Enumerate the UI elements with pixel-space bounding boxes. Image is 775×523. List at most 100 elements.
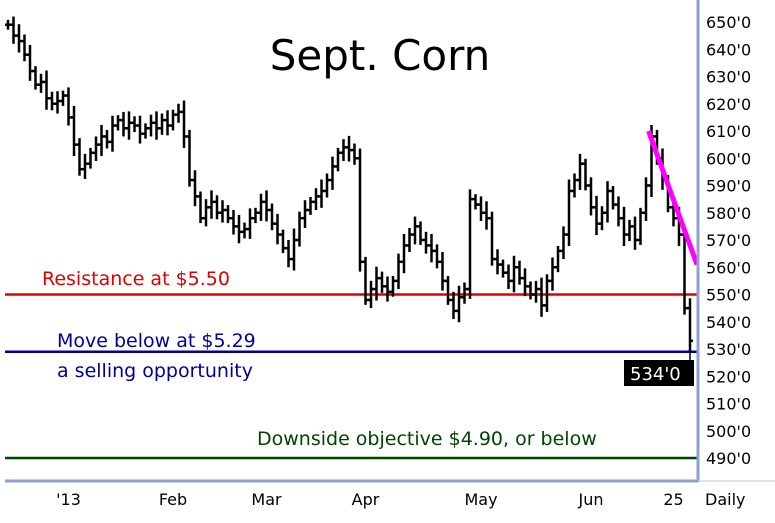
price-bar [159, 113, 165, 135]
price-bar [500, 259, 506, 278]
y-tick-label: 620'0 [706, 95, 751, 114]
price-bar [610, 186, 616, 210]
price-bar [43, 70, 50, 110]
price-bar [324, 173, 330, 198]
price-bar [637, 207, 644, 245]
last-price-box: 534'0 [624, 338, 694, 386]
price-bar [417, 221, 424, 245]
y-tick-label: 490'0 [706, 449, 751, 468]
price-bar [219, 200, 226, 223]
y-tick-label: 640'0 [706, 40, 751, 59]
price-bar [32, 66, 39, 90]
price-bar [131, 116, 138, 133]
price-bar [588, 177, 594, 216]
price-bar [109, 115, 116, 152]
price-bar [582, 158, 589, 191]
price-bar [566, 179, 572, 246]
trend-line [646, 130, 700, 266]
price-bar [153, 111, 160, 140]
price-bar [137, 115, 143, 144]
price-bar [21, 34, 28, 62]
price-bar [65, 87, 72, 126]
y-tick-label: 520'0 [706, 367, 751, 386]
price-bar [54, 91, 61, 114]
price-bar [599, 206, 605, 231]
price-bar [406, 228, 413, 252]
price-bar [120, 111, 127, 137]
y-tick-label: 500'0 [706, 422, 751, 441]
price-bar [142, 123, 149, 139]
price-bar [280, 229, 286, 254]
price-bar [71, 105, 77, 157]
y-tick-label: 610'0 [706, 122, 751, 141]
price-bar [626, 219, 633, 242]
price-bar [98, 125, 105, 157]
price-bar [269, 203, 275, 231]
price-bar [247, 208, 253, 239]
price-bar [549, 257, 556, 291]
price-bar [412, 216, 418, 245]
x-tick-label: May [464, 490, 497, 509]
price-bar [467, 189, 473, 299]
x-tick-label: '13 [56, 490, 81, 509]
price-bar [450, 291, 457, 320]
price-bar [60, 90, 66, 106]
price-bar [445, 275, 451, 305]
price-bar [164, 110, 171, 136]
price-bar [643, 177, 649, 221]
price-bar [615, 196, 622, 227]
price-bar [621, 206, 627, 246]
price-bar [577, 153, 583, 190]
price-bar [538, 277, 545, 317]
price-bar [10, 16, 17, 44]
y-tick-label: 600'0 [706, 149, 751, 168]
y-tick-label: 580'0 [706, 204, 751, 223]
price-bar [148, 114, 154, 137]
y-tick-label: 590'0 [706, 177, 751, 196]
price-bar [5, 19, 11, 30]
price-bar [522, 268, 528, 297]
price-bar [186, 129, 193, 187]
price-bar [544, 274, 550, 312]
price-bar [258, 193, 264, 221]
price-bar [82, 153, 88, 179]
price-bar [395, 253, 402, 290]
price-bar [208, 190, 215, 219]
price-bar [104, 129, 110, 149]
price-bar [181, 100, 187, 148]
price-bar [49, 91, 55, 111]
price-bar [472, 194, 479, 210]
price-bar [115, 115, 121, 131]
price-bar [126, 111, 132, 140]
price-bar [214, 195, 220, 220]
price-bar [340, 139, 347, 161]
price-bar [252, 207, 259, 224]
price-bar [555, 245, 561, 273]
last-price-label: 534'0 [630, 364, 681, 385]
price-bar [236, 214, 242, 244]
price-bar [478, 196, 484, 221]
price-bar [401, 234, 407, 274]
price-bar [225, 205, 231, 224]
x-tick-label: Apr [352, 490, 380, 509]
price-bar [533, 280, 539, 303]
chart-title: Sept. Corn [270, 31, 491, 80]
downside-objective-label: Downside objective $4.90, or below [257, 428, 597, 450]
price-bar [505, 264, 512, 290]
price-bar [313, 188, 319, 211]
price-bar [511, 255, 517, 293]
price-bar [263, 190, 270, 222]
price-bar [296, 211, 303, 247]
x-tick-label: Feb [159, 490, 187, 509]
price-bar [423, 231, 429, 254]
x-tick-label: Mar [251, 490, 282, 509]
price-bar [274, 213, 281, 245]
price-bar [362, 256, 369, 305]
price-bar [76, 138, 83, 176]
price-bar [87, 147, 94, 169]
price-bar [604, 181, 611, 223]
price-bar [230, 210, 237, 235]
price-bar [192, 170, 198, 207]
